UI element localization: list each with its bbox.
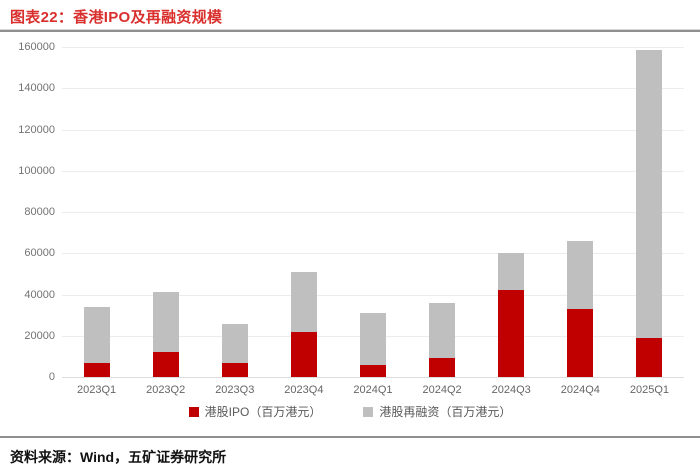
legend-swatch-refi	[363, 406, 374, 417]
ipo-segment	[567, 308, 594, 377]
bar-2023Q2	[152, 47, 179, 377]
ipo-segment	[429, 358, 456, 377]
refi-segment	[152, 292, 179, 353]
ipo-segment	[83, 362, 110, 377]
bar-2023Q3	[221, 47, 248, 377]
ipo-segment	[290, 331, 317, 377]
y-axis-tick-label: 160000	[18, 41, 55, 53]
ipo-segment	[636, 337, 663, 377]
legend-label-ipo: 港股IPO（百万港元）	[204, 405, 322, 419]
ipo-segment	[498, 290, 525, 377]
gridline	[62, 47, 684, 48]
chart-title: 图表22：香港IPO及再融资规模	[10, 9, 223, 26]
ipo-segment	[221, 362, 248, 377]
y-axis-tick-label: 40000	[24, 288, 55, 301]
x-axis-label: 2023Q4	[284, 384, 324, 396]
legend-item-ipo: 港股IPO（百万港元）	[188, 403, 322, 420]
y-axis-tick-label: 20000	[24, 329, 55, 342]
gridline	[62, 294, 684, 296]
bar-2024Q2	[429, 47, 456, 377]
gridline	[62, 170, 684, 172]
refi-segment	[290, 271, 317, 332]
x-axis-label: 2024Q3	[491, 384, 531, 396]
y-axis-tick-label: 0	[48, 371, 55, 383]
x-axis-line	[62, 377, 684, 378]
legend-label-refi: 港股再融资（百万港元）	[379, 405, 512, 419]
gridline	[62, 129, 684, 131]
x-axis-label: 2023Q3	[215, 384, 255, 396]
bar-2023Q1	[83, 47, 110, 377]
bar-2024Q4	[567, 47, 594, 377]
x-axis-label: 2025Q1	[629, 384, 669, 396]
x-axis-label: 2023Q1	[76, 384, 117, 396]
x-axis-label: 2023Q2	[146, 384, 186, 396]
gridline	[62, 253, 684, 255]
bar-2025Q1	[636, 47, 663, 377]
x-axis-label: 2024Q4	[560, 384, 600, 396]
refi-segment	[221, 324, 248, 363]
chart-legend: 港股IPO（百万港元） 港股再融资（百万港元）	[0, 403, 700, 420]
ipo-segment	[360, 364, 386, 377]
legend-swatch-ipo	[188, 406, 199, 417]
ipo-segment	[152, 352, 179, 377]
refi-segment	[636, 50, 663, 338]
x-axis-label: 2024Q2	[422, 384, 462, 396]
refi-segment	[83, 306, 110, 363]
x-axis-label: 2024Q1	[353, 384, 393, 396]
legend-item-refi: 港股再融资（百万港元）	[363, 403, 511, 420]
refi-segment	[567, 240, 594, 309]
footer-divider	[0, 436, 700, 438]
bar-2023Q4	[290, 47, 317, 377]
refi-segment	[429, 302, 456, 359]
y-axis-tick-label: 100000	[18, 164, 55, 177]
y-axis-tick-label: 120000	[18, 123, 55, 136]
y-axis-tick-label: 80000	[24, 206, 55, 218]
bar-2024Q3	[498, 47, 525, 377]
y-axis-tick-label: 140000	[18, 82, 55, 95]
source-text: 资料来源：Wind，五矿证券研究所	[10, 449, 227, 465]
refi-segment	[498, 253, 525, 291]
bar-2024Q1	[360, 47, 386, 377]
gridline	[62, 88, 684, 90]
refi-segment	[360, 313, 386, 365]
gridline	[62, 212, 684, 213]
title-divider	[0, 29, 700, 32]
y-axis-tick-label: 60000	[24, 247, 55, 260]
